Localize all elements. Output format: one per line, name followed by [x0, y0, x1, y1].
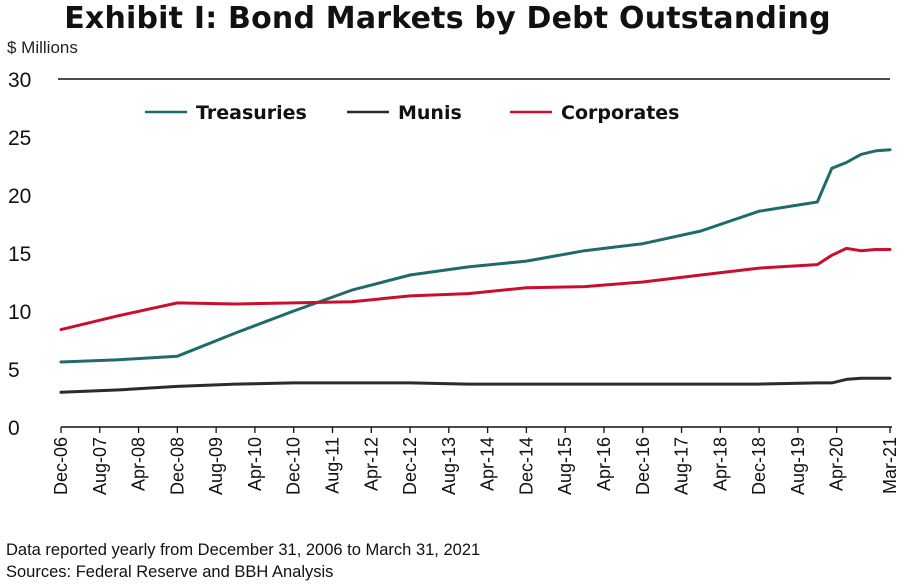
x-tick-label: Aug-19: [788, 437, 808, 495]
x-tick-label: Apr-08: [129, 437, 149, 491]
x-tick-label: Dec-10: [284, 437, 304, 495]
x-tick-label: Aug-13: [439, 437, 459, 495]
legend-label-corporates: Corporates: [561, 102, 680, 124]
x-tick-label: Apr-16: [594, 437, 614, 491]
x-tick-label: Apr-14: [478, 437, 498, 491]
axes: 0 5 10 15 20 25 30 Dec-06 Aug-07 Apr-08 Dec-08 Aug-…: [8, 69, 900, 495]
x-tick-label: Dec-06: [51, 437, 71, 495]
x-tick-label: Dec-16: [633, 437, 653, 495]
y-tick-label: 25: [8, 127, 31, 150]
y-tick-label: 20: [8, 185, 31, 208]
sources-note: Sources: Federal Reserve and BBH Analysi…: [6, 563, 334, 581]
y-axis-unit-label: $ Millions: [7, 38, 78, 57]
x-tick-label: Dec-12: [400, 437, 420, 495]
x-tick-label: Dec-08: [167, 437, 187, 495]
data-note: Data reported yearly from December 31, 2…: [6, 541, 481, 559]
legend-label-munis: Munis: [398, 102, 462, 124]
series-line-treasuries: [59, 148, 892, 364]
x-tick-label: Aug-15: [555, 437, 575, 495]
series-line-munis: [59, 376, 892, 394]
y-tick-label: 10: [8, 301, 31, 324]
line-chart: 0 5 10 15 20 25 30 Dec-06 Aug-07 Apr-08 Dec-08 Aug-…: [8, 69, 900, 495]
y-tick-label: 30: [8, 69, 31, 92]
series-line-corporates: [59, 246, 892, 332]
y-tick-label: 5: [8, 359, 20, 382]
x-tick-label: Aug-11: [322, 437, 342, 494]
legend-label-treasuries: Treasuries: [196, 102, 307, 124]
x-tick-label: Aug-17: [672, 437, 692, 495]
x-tick-label: Apr-10: [245, 437, 265, 491]
x-tick-label: Apr-18: [710, 437, 730, 491]
x-tick-label: Aug-07: [90, 437, 110, 495]
x-tick-label: Dec-14: [516, 437, 536, 495]
x-tick-label: Mar-21: [880, 437, 900, 494]
x-tick-label: Apr-20: [827, 437, 847, 491]
y-tick-label: 0: [8, 417, 20, 440]
series-lines: [59, 148, 892, 394]
legend: Treasuries Munis Corporates: [145, 102, 680, 124]
chart-title: Exhibit I: Bond Markets by Debt Outstand…: [64, 1, 831, 36]
x-tick-label: Apr-12: [361, 437, 381, 491]
x-tick-label: Aug-09: [206, 437, 226, 495]
x-tick-label: Dec-18: [749, 437, 769, 495]
y-tick-label: 15: [8, 243, 31, 266]
